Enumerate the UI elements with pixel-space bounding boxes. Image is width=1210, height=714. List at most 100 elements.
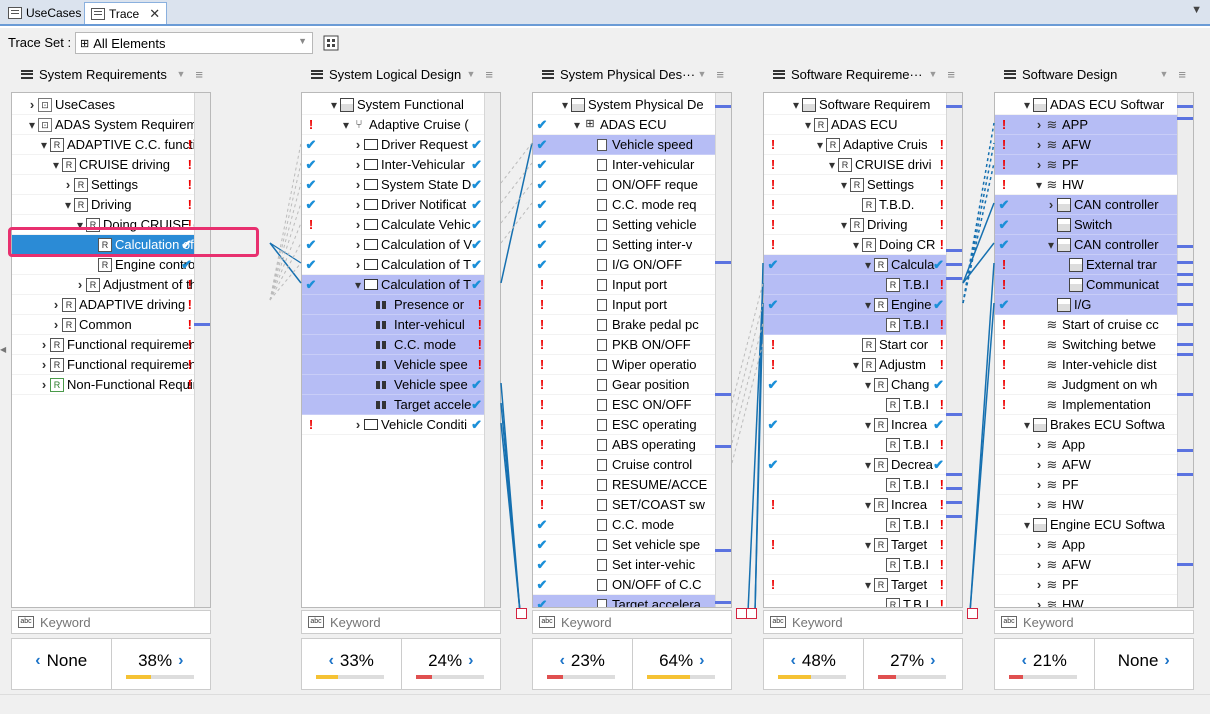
tree-row[interactable]: ! ESC operating xyxy=(533,415,717,435)
expand-toggle-icon[interactable]: ▾ xyxy=(864,297,872,312)
tree-row[interactable]: ✔ ▾ R Increa ✔ xyxy=(764,415,948,435)
expand-toggle-icon[interactable]: › xyxy=(41,357,47,372)
expand-toggle-icon[interactable]: › xyxy=(355,237,361,252)
expand-toggle-icon[interactable]: ▾ xyxy=(852,237,860,252)
expand-toggle-icon[interactable]: › xyxy=(1036,477,1042,492)
scrollbar[interactable] xyxy=(1177,93,1193,607)
chevron-left-icon[interactable]: ‹ xyxy=(1021,652,1027,669)
tree-row[interactable]: › ≋ HW xyxy=(995,595,1179,607)
tree-row[interactable]: ▾ Software Requirem xyxy=(764,95,948,115)
tree-row[interactable]: ✔ ▾ ⊞ ADAS ECU xyxy=(533,115,717,135)
tree-row[interactable]: ! ≋ Implementation xyxy=(995,395,1179,415)
expand-toggle-icon[interactable]: › xyxy=(355,157,361,172)
tree-row[interactable]: ✔ › CAN controller xyxy=(995,195,1179,215)
tree-row[interactable]: ! Gear position xyxy=(533,375,717,395)
scrollbar[interactable] xyxy=(484,93,500,607)
column-dropdown-icon[interactable]: ▼ xyxy=(1159,69,1169,79)
expand-toggle-icon[interactable]: › xyxy=(355,197,361,212)
tree-row[interactable]: ✔ › Inter-Vehicular ✔ xyxy=(302,155,486,175)
expand-toggle-icon[interactable]: ▾ xyxy=(864,457,872,472)
tree-row[interactable]: › ≋ PF xyxy=(995,475,1179,495)
tree-row[interactable]: R T.B.I! xyxy=(764,475,948,495)
trace-set-select[interactable]: ⊞ All Elements ▼ xyxy=(75,32,313,54)
tree-row[interactable]: R T.B.I! xyxy=(764,595,948,607)
tree-row[interactable]: › R Settings! xyxy=(12,175,196,195)
tree-row[interactable]: ✔ Setting vehicle xyxy=(533,215,717,235)
expand-toggle-icon[interactable]: ▾ xyxy=(816,137,824,152)
tab-usecases[interactable]: UseCases xyxy=(2,2,87,24)
expand-toggle-icon[interactable]: › xyxy=(65,177,71,192)
tree-row[interactable]: ✔ Target accelera xyxy=(533,595,717,607)
expand-toggle-icon[interactable]: ▾ xyxy=(52,157,60,172)
expand-toggle-icon[interactable]: ▾ xyxy=(1023,417,1031,432)
expand-toggle-icon[interactable]: › xyxy=(1048,197,1054,212)
expand-toggle-icon[interactable]: ▾ xyxy=(64,197,72,212)
expand-toggle-icon[interactable]: ▾ xyxy=(852,357,860,372)
tree-row[interactable]: ! Brake pedal pc xyxy=(533,315,717,335)
expand-toggle-icon[interactable]: › xyxy=(1036,137,1042,152)
tree-row[interactable]: › ≋ App xyxy=(995,435,1179,455)
tree-row[interactable]: ! R T.B.D.! xyxy=(764,195,948,215)
tree-row[interactable]: ! ≋ Switching betwe xyxy=(995,335,1179,355)
expand-toggle-icon[interactable]: › xyxy=(1036,117,1042,132)
tree-row[interactable]: ! ≋ Inter-vehicle dist xyxy=(995,355,1179,375)
tree-row[interactable]: ! ▾ R Settings! xyxy=(764,175,948,195)
tree-row[interactable]: ▾ System Physical De xyxy=(533,95,717,115)
tree-row[interactable]: ▾ R CRUISE driving! xyxy=(12,155,196,175)
tree-row[interactable]: R T.B.I! xyxy=(764,395,948,415)
expand-toggle-icon[interactable]: ▾ xyxy=(828,157,836,172)
expand-toggle-icon[interactable]: ▾ xyxy=(1047,237,1055,252)
tree-row[interactable]: ! PKB ON/OFF xyxy=(533,335,717,355)
tree-row[interactable]: ✔ I/G xyxy=(995,295,1179,315)
tree-row[interactable]: ! Wiper operatio xyxy=(533,355,717,375)
expand-toggle-icon[interactable]: › xyxy=(53,317,59,332)
expand-toggle-icon[interactable]: ▾ xyxy=(1023,97,1031,112)
tree-row[interactable]: Inter-vehicul! xyxy=(302,315,486,335)
left-collapse-icon[interactable]: ◀ xyxy=(0,345,7,354)
coverage-cell[interactable]: 64% › xyxy=(631,639,732,689)
tree-row[interactable]: ✔ I/G ON/OFF xyxy=(533,255,717,275)
tree-row[interactable]: ! ▾ ≋ HW xyxy=(995,175,1179,195)
keyword-input[interactable] xyxy=(561,614,711,630)
expand-toggle-icon[interactable]: ▾ xyxy=(76,217,84,232)
chevron-right-icon[interactable]: › xyxy=(178,652,184,669)
element-tree[interactable]: ▾ Software Requirem ▾ R ADAS ECU! ▾ R Adaptive … xyxy=(763,92,963,608)
tree-row[interactable]: ✔ Inter-vehicular xyxy=(533,155,717,175)
expand-toggle-icon[interactable]: ▾ xyxy=(561,97,569,112)
expand-toggle-icon[interactable]: › xyxy=(355,417,361,432)
expand-toggle-icon[interactable]: ▾ xyxy=(864,257,872,272)
expand-toggle-icon[interactable]: › xyxy=(1036,577,1042,592)
expand-toggle-icon[interactable]: › xyxy=(53,297,59,312)
expand-toggle-icon[interactable]: › xyxy=(1036,157,1042,172)
tree-row[interactable]: ▾ ADAS ECU Softwar xyxy=(995,95,1179,115)
coverage-cell[interactable]: 24% › xyxy=(400,639,501,689)
tree-row[interactable]: ! Cruise control xyxy=(533,455,717,475)
tree-row[interactable]: ▾⊡ADAS System Requirements xyxy=(12,115,196,135)
element-tree[interactable]: ▾ ADAS ECU Softwar! › ≋ APP! › ≋ AFW! › ≋ PF! ▾ ≋ HW ✔… xyxy=(994,92,1194,608)
chevron-left-icon[interactable]: ‹ xyxy=(559,652,565,669)
tree-row[interactable]: R T.B.I! xyxy=(764,435,948,455)
expand-toggle-icon[interactable]: ▾ xyxy=(864,497,872,512)
expand-toggle-icon[interactable]: ▾ xyxy=(573,117,581,132)
tree-row[interactable]: ! Communicat xyxy=(995,275,1179,295)
column-menu-icon[interactable]: ≡ xyxy=(716,66,724,82)
tree-row[interactable]: ✔ ▾ R Chang ✔ xyxy=(764,375,948,395)
tree-row[interactable]: › R ADAPTIVE driving! xyxy=(12,295,196,315)
chevron-right-icon[interactable]: › xyxy=(468,652,474,669)
expand-toggle-icon[interactable]: ▾ xyxy=(330,97,338,112)
tree-row[interactable]: › ≋ AFW xyxy=(995,555,1179,575)
tree-row[interactable]: ✔ Switch xyxy=(995,215,1179,235)
expand-toggle-icon[interactable]: › xyxy=(1036,557,1042,572)
tree-row[interactable]: ✔ Set vehicle spe xyxy=(533,535,717,555)
expand-toggle-icon[interactable]: ▾ xyxy=(840,217,848,232)
expand-toggle-icon[interactable]: › xyxy=(355,137,361,152)
expand-toggle-icon[interactable]: › xyxy=(1036,457,1042,472)
tree-row[interactable]: ! ▾ R CRUISE drivi! xyxy=(764,155,948,175)
tree-row[interactable]: ! Input port xyxy=(533,275,717,295)
tree-row[interactable]: ! ≋ Start of cruise cc xyxy=(995,315,1179,335)
tree-row[interactable]: › ≋ App xyxy=(995,535,1179,555)
tree-row[interactable]: › ≋ HW xyxy=(995,495,1179,515)
